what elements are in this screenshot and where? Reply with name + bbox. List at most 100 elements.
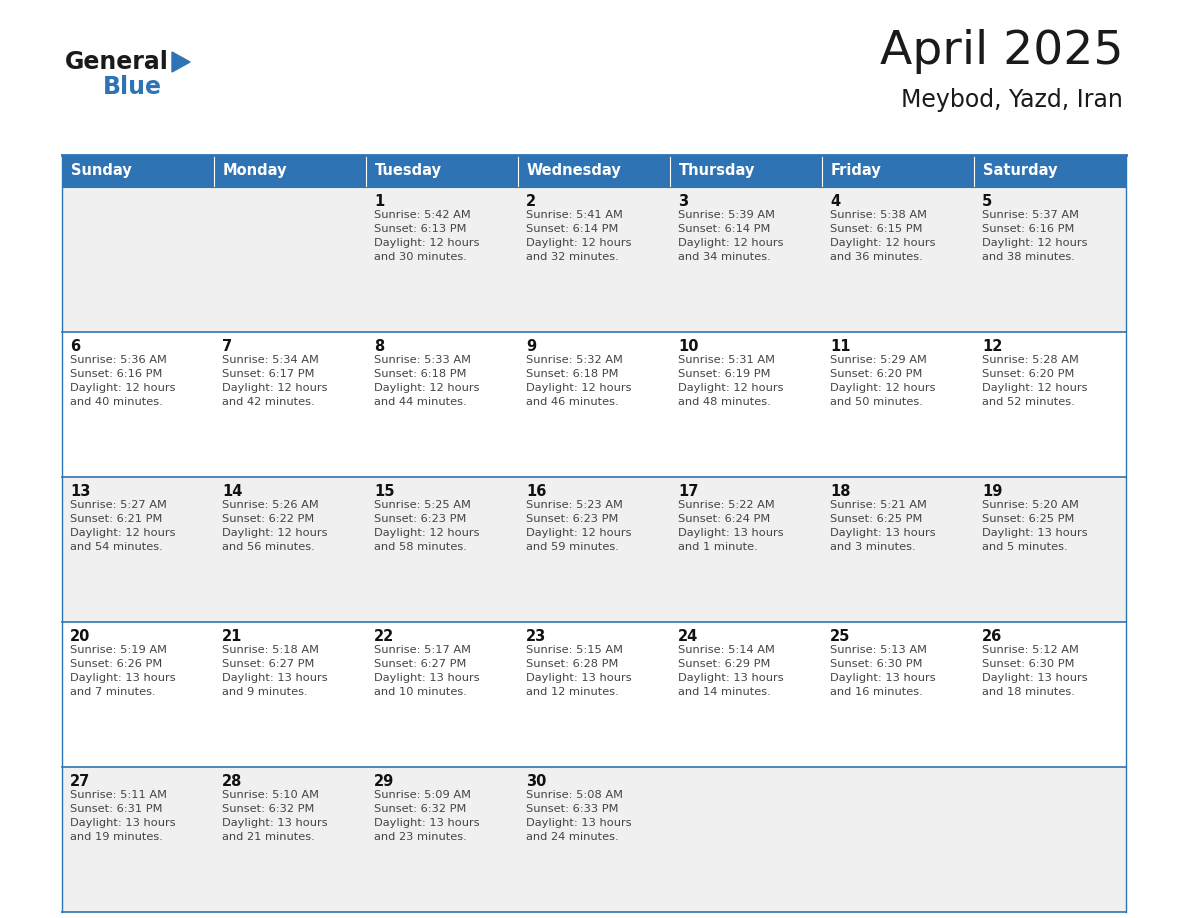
Bar [670,187,822,332]
Bar [214,477,366,622]
Bar [214,155,366,187]
Text: Sunrise: 5:09 AM
Sunset: 6:32 PM
Daylight: 13 hours
and 23 minutes.: Sunrise: 5:09 AM Sunset: 6:32 PM Dayligh… [374,790,480,842]
Text: Saturday: Saturday [982,163,1057,178]
Text: 22: 22 [374,629,394,644]
Text: Sunrise: 5:11 AM
Sunset: 6:31 PM
Daylight: 13 hours
and 19 minutes.: Sunrise: 5:11 AM Sunset: 6:31 PM Dayligh… [70,790,176,842]
Text: Tuesday: Tuesday [375,163,442,178]
Text: Sunrise: 5:31 AM
Sunset: 6:19 PM
Daylight: 12 hours
and 48 minutes.: Sunrise: 5:31 AM Sunset: 6:19 PM Dayligh… [678,355,784,407]
Text: Sunrise: 5:08 AM
Sunset: 6:33 PM
Daylight: 13 hours
and 24 minutes.: Sunrise: 5:08 AM Sunset: 6:33 PM Dayligh… [526,790,632,842]
Text: Sunrise: 5:34 AM
Sunset: 6:17 PM
Daylight: 12 hours
and 42 minutes.: Sunrise: 5:34 AM Sunset: 6:17 PM Dayligh… [222,355,328,407]
Text: 29: 29 [374,774,394,789]
Text: Monday: Monday [223,163,287,178]
Text: Sunrise: 5:25 AM
Sunset: 6:23 PM
Daylight: 12 hours
and 58 minutes.: Sunrise: 5:25 AM Sunset: 6:23 PM Dayligh… [374,500,480,552]
Text: 21: 21 [222,629,242,644]
Text: Sunrise: 5:10 AM
Sunset: 6:32 PM
Daylight: 13 hours
and 21 minutes.: Sunrise: 5:10 AM Sunset: 6:32 PM Dayligh… [222,790,328,842]
Bar [366,332,518,477]
Text: Sunrise: 5:29 AM
Sunset: 6:20 PM
Daylight: 12 hours
and 50 minutes.: Sunrise: 5:29 AM Sunset: 6:20 PM Dayligh… [830,355,935,407]
Text: Sunrise: 5:33 AM
Sunset: 6:18 PM
Daylight: 12 hours
and 44 minutes.: Sunrise: 5:33 AM Sunset: 6:18 PM Dayligh… [374,355,480,407]
Text: 6: 6 [70,339,80,354]
Text: 16: 16 [526,484,546,499]
Text: 30: 30 [526,774,546,789]
Bar [214,767,366,912]
Text: Sunrise: 5:37 AM
Sunset: 6:16 PM
Daylight: 12 hours
and 38 minutes.: Sunrise: 5:37 AM Sunset: 6:16 PM Dayligh… [982,210,1087,262]
Text: Sunrise: 5:18 AM
Sunset: 6:27 PM
Daylight: 13 hours
and 9 minutes.: Sunrise: 5:18 AM Sunset: 6:27 PM Dayligh… [222,645,328,697]
Text: Sunrise: 5:23 AM
Sunset: 6:23 PM
Daylight: 12 hours
and 59 minutes.: Sunrise: 5:23 AM Sunset: 6:23 PM Dayligh… [526,500,632,552]
Text: General: General [65,50,169,74]
Bar [62,155,214,187]
Text: Sunrise: 5:12 AM
Sunset: 6:30 PM
Daylight: 13 hours
and 18 minutes.: Sunrise: 5:12 AM Sunset: 6:30 PM Dayligh… [982,645,1088,697]
Text: Sunrise: 5:15 AM
Sunset: 6:28 PM
Daylight: 13 hours
and 12 minutes.: Sunrise: 5:15 AM Sunset: 6:28 PM Dayligh… [526,645,632,697]
Text: 5: 5 [982,194,992,209]
Text: 7: 7 [222,339,232,354]
Bar [822,622,974,767]
Bar [974,332,1126,477]
Text: Sunrise: 5:36 AM
Sunset: 6:16 PM
Daylight: 12 hours
and 40 minutes.: Sunrise: 5:36 AM Sunset: 6:16 PM Dayligh… [70,355,176,407]
Bar [974,187,1126,332]
Text: 28: 28 [222,774,242,789]
Bar [366,187,518,332]
Bar [670,477,822,622]
Text: 11: 11 [830,339,851,354]
Bar [974,767,1126,912]
Text: Sunrise: 5:28 AM
Sunset: 6:20 PM
Daylight: 12 hours
and 52 minutes.: Sunrise: 5:28 AM Sunset: 6:20 PM Dayligh… [982,355,1087,407]
Text: Sunrise: 5:21 AM
Sunset: 6:25 PM
Daylight: 13 hours
and 3 minutes.: Sunrise: 5:21 AM Sunset: 6:25 PM Dayligh… [830,500,936,552]
Bar [518,155,670,187]
Bar [518,477,670,622]
Text: 15: 15 [374,484,394,499]
Bar [822,477,974,622]
Bar [518,767,670,912]
Text: 19: 19 [982,484,1003,499]
Text: Sunrise: 5:42 AM
Sunset: 6:13 PM
Daylight: 12 hours
and 30 minutes.: Sunrise: 5:42 AM Sunset: 6:13 PM Dayligh… [374,210,480,262]
Text: Wednesday: Wednesday [527,163,621,178]
Bar [62,187,214,332]
Text: 10: 10 [678,339,699,354]
Text: 4: 4 [830,194,840,209]
Text: Sunrise: 5:39 AM
Sunset: 6:14 PM
Daylight: 12 hours
and 34 minutes.: Sunrise: 5:39 AM Sunset: 6:14 PM Dayligh… [678,210,784,262]
Bar [366,477,518,622]
Text: 1: 1 [374,194,384,209]
Text: 24: 24 [678,629,699,644]
Text: Sunrise: 5:41 AM
Sunset: 6:14 PM
Daylight: 12 hours
and 32 minutes.: Sunrise: 5:41 AM Sunset: 6:14 PM Dayligh… [526,210,632,262]
Text: 17: 17 [678,484,699,499]
Bar [822,155,974,187]
Bar [62,332,214,477]
Bar [822,332,974,477]
Bar [670,332,822,477]
Text: Meybod, Yazd, Iran: Meybod, Yazd, Iran [902,88,1123,112]
Text: Sunrise: 5:14 AM
Sunset: 6:29 PM
Daylight: 13 hours
and 14 minutes.: Sunrise: 5:14 AM Sunset: 6:29 PM Dayligh… [678,645,784,697]
Bar [366,767,518,912]
Text: 20: 20 [70,629,90,644]
Bar [518,332,670,477]
Bar [214,622,366,767]
Text: 12: 12 [982,339,1003,354]
Bar [822,767,974,912]
Bar [214,187,366,332]
Bar [974,622,1126,767]
Bar [214,332,366,477]
Bar [670,767,822,912]
Text: 18: 18 [830,484,851,499]
Text: Friday: Friday [830,163,881,178]
Bar [974,477,1126,622]
Bar [974,155,1126,187]
Bar [62,477,214,622]
Bar [670,622,822,767]
Text: Sunrise: 5:17 AM
Sunset: 6:27 PM
Daylight: 13 hours
and 10 minutes.: Sunrise: 5:17 AM Sunset: 6:27 PM Dayligh… [374,645,480,697]
Text: 8: 8 [374,339,384,354]
Polygon shape [172,52,190,72]
Bar [518,187,670,332]
Text: Sunday: Sunday [71,163,132,178]
Text: Sunrise: 5:27 AM
Sunset: 6:21 PM
Daylight: 12 hours
and 54 minutes.: Sunrise: 5:27 AM Sunset: 6:21 PM Dayligh… [70,500,176,552]
Text: April 2025: April 2025 [879,29,1123,74]
Text: Thursday: Thursday [680,163,756,178]
Bar [62,767,214,912]
Text: 27: 27 [70,774,90,789]
Text: 14: 14 [222,484,242,499]
Text: Sunrise: 5:32 AM
Sunset: 6:18 PM
Daylight: 12 hours
and 46 minutes.: Sunrise: 5:32 AM Sunset: 6:18 PM Dayligh… [526,355,632,407]
Text: 26: 26 [982,629,1003,644]
Text: Sunrise: 5:22 AM
Sunset: 6:24 PM
Daylight: 13 hours
and 1 minute.: Sunrise: 5:22 AM Sunset: 6:24 PM Dayligh… [678,500,784,552]
Bar [62,622,214,767]
Text: 2: 2 [526,194,536,209]
Bar [670,155,822,187]
Text: 23: 23 [526,629,546,644]
